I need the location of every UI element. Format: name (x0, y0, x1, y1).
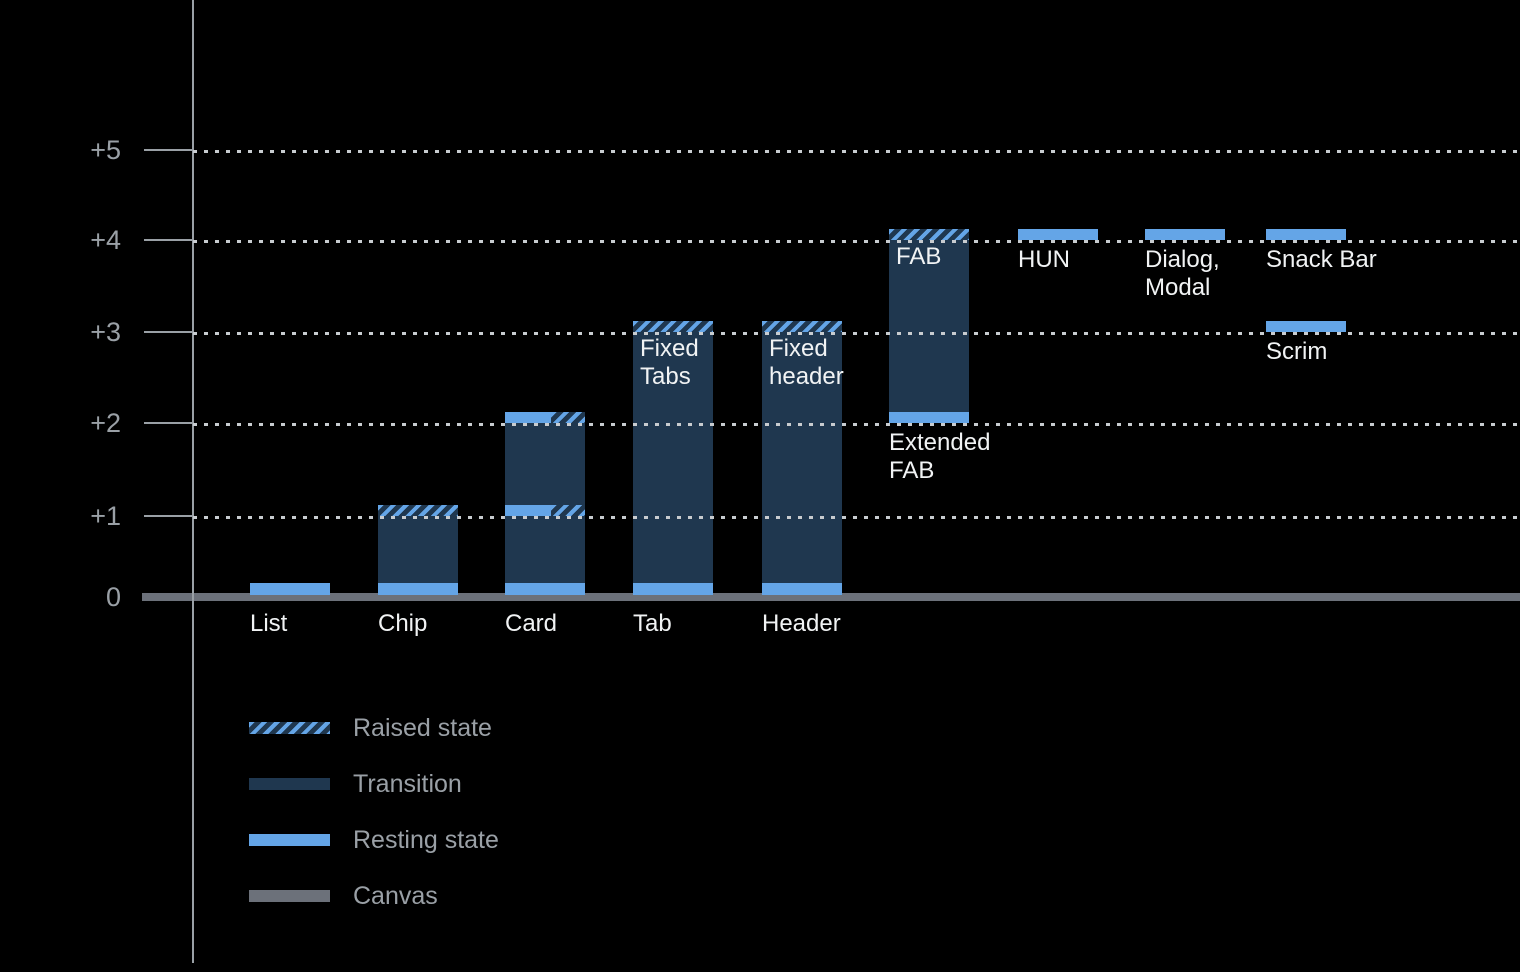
bar-header-resting-level-0 (762, 583, 842, 595)
legend-label-resting-state: Resting state (353, 826, 499, 854)
gridline--3 (193, 332, 1520, 335)
label-extended-fab: Extended FAB (889, 429, 991, 484)
axis-label--4: +4 (90, 225, 121, 255)
bar-dialog-modal-resting-level-4 (1145, 229, 1225, 240)
label-chip: Chip (378, 610, 428, 637)
gridline--4 (193, 240, 1520, 243)
bar-hun-resting-level-4 (1018, 229, 1098, 240)
axis-tick--2 (144, 422, 193, 424)
label-tab: Tab (633, 610, 672, 637)
bar-scrim-resting-level-3 (1266, 321, 1346, 332)
bar-chip-resting-level-0 (378, 583, 458, 595)
label-snack-bar: Snack Bar (1266, 246, 1377, 273)
label-list: List (250, 610, 288, 637)
bar-list-resting-level-0 (250, 583, 330, 595)
bar-chip-raised-level-1 (378, 505, 458, 516)
bar-card-resting-level-0 (505, 583, 585, 595)
label-dialog-modal: Dialog, Modal (1145, 246, 1220, 301)
legend-label-raised-state: Raised state (353, 714, 492, 742)
bar-extended-fab-raised-level-4 (889, 229, 969, 240)
axis-tick--5 (144, 149, 193, 151)
bar-extended-fab-transition (889, 229, 969, 423)
gridline--1 (193, 516, 1520, 519)
legend-swatch-canvas (249, 890, 330, 902)
axis-label--3: +3 (90, 317, 121, 347)
label-card: Card (505, 610, 558, 637)
bar-header-transition (762, 321, 842, 595)
bar-tab-raised-level-3 (633, 321, 713, 332)
label-scrim: Scrim (1266, 338, 1328, 365)
legend-swatch-resting-state (249, 834, 330, 846)
gridline--2 (193, 423, 1520, 426)
axis-tick--1 (144, 515, 193, 517)
label-header: Header (762, 610, 841, 637)
axis-label-0: 0 (105, 582, 121, 612)
legend-label-canvas: Canvas (353, 882, 438, 910)
bar-snack-bar-resting-level-4 (1266, 229, 1346, 240)
legend-swatch-transition (249, 778, 330, 790)
axis-label--2: +2 (90, 408, 121, 438)
axis-label--5: +5 (90, 135, 121, 165)
bar-card-raised-level-2 (551, 412, 585, 423)
canvas-baseline (142, 593, 1520, 601)
bar-card-resting-level-1 (505, 505, 551, 516)
bar-card-transition (505, 412, 585, 595)
axis-tick--4 (144, 239, 193, 241)
bar-card-resting-level-2 (505, 412, 551, 423)
bar-tab-transition (633, 321, 713, 595)
bar-header-raised-level-3 (762, 321, 842, 332)
axis-label--1: +1 (90, 501, 121, 531)
bar-card-raised-level-1 (551, 505, 585, 516)
label-tab-inner: Fixed Tabs (640, 335, 699, 390)
legend-swatch-raised-state (249, 722, 330, 734)
y-axis-line (192, 0, 194, 963)
bar-chip-transition (378, 505, 458, 595)
label-header-inner: Fixed header (769, 335, 844, 390)
legend-label-transition: Transition (353, 770, 462, 798)
bar-tab-resting-level-0 (633, 583, 713, 595)
axis-tick--3 (144, 331, 193, 333)
label-hun: HUN (1018, 246, 1070, 273)
bar-extended-fab-resting-level-2 (889, 412, 969, 423)
label-extended-fab-inner: FAB (896, 243, 942, 270)
gridline--5 (193, 150, 1520, 153)
